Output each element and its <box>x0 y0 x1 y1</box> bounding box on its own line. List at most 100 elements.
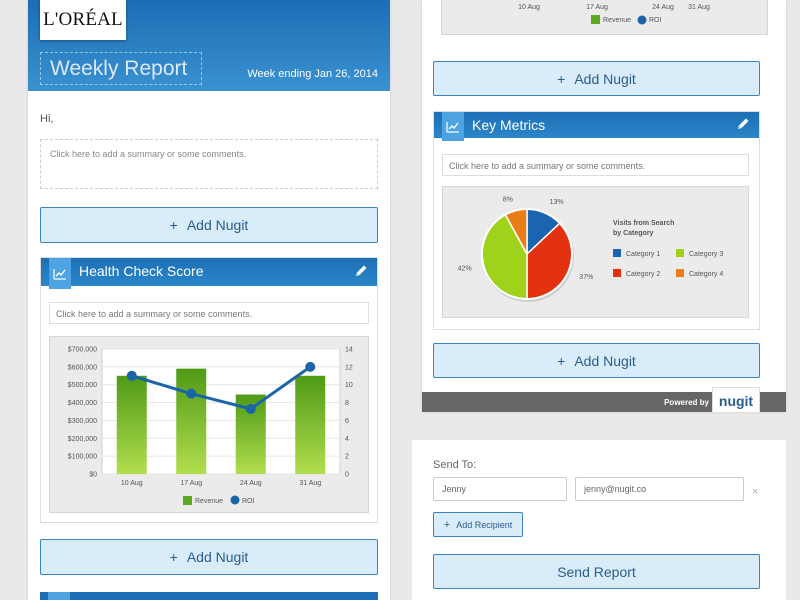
revenue-roi-chart: $0 $100,000 $200,000 $300,000 $400,000 $500,0… <box>68 347 353 505</box>
y-tick-label: $400,000 <box>68 400 97 407</box>
recipient-email-field[interactable]: jenny@nugit.co <box>575 477 744 501</box>
widget-title: Health Check Score <box>79 263 204 279</box>
add-nugit-button[interactable]: + Add Nugit <box>433 343 760 378</box>
y2-tick-label: 8 <box>345 400 349 407</box>
legend-label: Category 4 <box>689 271 723 278</box>
widget-summary-field[interactable]: Click here to add a summary or some comm… <box>442 154 749 176</box>
add-nugit-button[interactable]: + Add Nugit <box>40 207 378 243</box>
widget-header: Health Check Score <box>41 258 377 289</box>
pie-title: Visits from Search <box>613 220 674 227</box>
add-nugit-button[interactable]: + Add Nugit <box>40 539 378 575</box>
chart-panel: $0 $100,000 $200,000 $300,000 $400,000 $500,0… <box>49 336 369 513</box>
y2-tick-label: 0 <box>345 472 349 479</box>
y2-tick-label: 14 <box>345 347 353 354</box>
y2-tick-label: 6 <box>345 418 349 425</box>
add-recipient-label: Add Recipient <box>456 519 513 530</box>
legend-swatch-roi <box>230 495 240 505</box>
revenue-bar <box>116 375 147 474</box>
y-tick-label: $200,000 <box>68 436 97 443</box>
roi-line <box>131 365 312 411</box>
legend-label: Category 3 <box>689 251 723 258</box>
add-recipient-button[interactable]: + Add Recipient <box>433 512 523 537</box>
roi-point <box>305 361 316 372</box>
widget-title: Key Metrics <box>472 117 546 133</box>
y2-tick-label: 10 <box>345 382 353 389</box>
x-tick-label: 24 Aug <box>652 4 674 11</box>
edit-pencil-icon[interactable] <box>736 117 750 134</box>
next-widget-header <box>40 592 378 600</box>
plus-icon: + <box>169 217 178 233</box>
legend-label: Revenue <box>195 498 223 505</box>
y-tick-label: $300,000 <box>68 418 97 425</box>
x-tick-label: 24 Aug <box>240 480 262 487</box>
widget-header: Key Metrics <box>434 112 759 141</box>
week-ending-label: Week ending Jan 26, 2014 <box>247 68 378 80</box>
legend-label: ROI <box>649 17 662 24</box>
send-report-button[interactable]: Send Report <box>433 554 760 589</box>
plus-icon: + <box>557 352 566 369</box>
visits-pie-chart: 13% 37% 42% 8% Visits from Search by Category… <box>458 196 723 302</box>
legend-label: Revenue <box>603 17 631 24</box>
plus-icon: + <box>443 518 451 531</box>
roi-point <box>245 403 256 414</box>
widget-tab <box>48 592 70 600</box>
y-tick-label: $500,000 <box>68 382 97 389</box>
add-nugit-label: Add Nugit <box>186 549 249 565</box>
x-tick-label: 31 Aug <box>688 4 710 11</box>
health-check-widget: Health Check Score Click here to add a s… <box>40 257 378 523</box>
legend-swatch <box>613 249 621 257</box>
y-tick-label: $600,000 <box>68 364 97 371</box>
x-tick-label: 10 Aug <box>518 4 540 11</box>
legend-swatch <box>676 269 684 277</box>
powered-by-footer: Powered by nugit <box>422 387 786 412</box>
key-metrics-widget: Key Metrics Click here to add a summary … <box>433 111 760 330</box>
send-to-label: Send To: <box>433 459 477 471</box>
recipient-name-field[interactable]: Jenny <box>433 477 567 501</box>
report-summary-field[interactable]: Click here to add a summary or some comm… <box>40 139 378 189</box>
chart-panel: 13% 37% 42% 8% Visits from Search by Category… <box>442 186 749 318</box>
send-panel: Send To: Jenny jenny@nugit.co × + Add Re… <box>412 440 786 600</box>
roi-point <box>186 388 197 399</box>
pie-data-label: 37% <box>579 274 593 281</box>
legend-swatch-roi <box>637 15 647 25</box>
y-tick-label: $700,000 <box>68 347 97 354</box>
report-card: L'ORÉAL Weekly Report Week ending Jan 26… <box>28 0 390 600</box>
widget-summary-field[interactable]: Click here to add a summary or some comm… <box>49 302 369 324</box>
legend-label: ROI <box>242 498 255 505</box>
edit-pencil-icon[interactable] <box>354 264 368 281</box>
y-tick-label: $0 <box>89 472 97 479</box>
x-tick-label: 17 Aug <box>586 4 608 11</box>
legend-label: Category 1 <box>626 251 660 258</box>
y2-tick-label: 2 <box>345 454 349 461</box>
line-chart-icon <box>49 258 71 289</box>
add-nugit-label: Add Nugit <box>574 70 636 87</box>
legend-swatch <box>613 269 621 277</box>
x-tick-label: 17 Aug <box>180 480 202 487</box>
add-nugit-button[interactable]: + Add Nugit <box>433 61 760 96</box>
roi-point <box>126 370 137 381</box>
add-nugit-label: Add Nugit <box>574 352 636 369</box>
pie-data-label: 13% <box>550 199 564 206</box>
y-tick-label: $100,000 <box>68 454 97 461</box>
y2-tick-label: 4 <box>345 436 349 443</box>
revenue-bar <box>295 375 326 474</box>
line-chart-icon <box>442 112 464 141</box>
pie-data-label: 8% <box>503 196 513 203</box>
legend-swatch-revenue <box>591 15 600 24</box>
y2-tick-label: 12 <box>345 364 353 371</box>
plus-icon: + <box>557 70 566 87</box>
report-header: L'ORÉAL Weekly Report Week ending Jan 26… <box>28 0 390 91</box>
nugit-logo[interactable]: nugit <box>712 387 760 412</box>
greeting-text[interactable]: Hi, <box>40 113 54 125</box>
report-title[interactable]: Weekly Report <box>40 52 202 85</box>
powered-by-text: Powered by <box>664 398 709 407</box>
report-card-continued: 10 Aug 17 Aug 24 Aug 31 Aug Revenue ROI … <box>422 0 786 412</box>
x-tick-label: 31 Aug <box>299 480 321 487</box>
brand-logo: L'ORÉAL <box>40 0 126 40</box>
remove-recipient-icon[interactable]: × <box>752 486 759 498</box>
legend-label: Category 2 <box>626 271 660 278</box>
pie-title: by Category <box>613 230 654 237</box>
legend-swatch <box>676 249 684 257</box>
plus-icon: + <box>169 549 178 565</box>
legend-swatch-revenue <box>183 496 192 505</box>
